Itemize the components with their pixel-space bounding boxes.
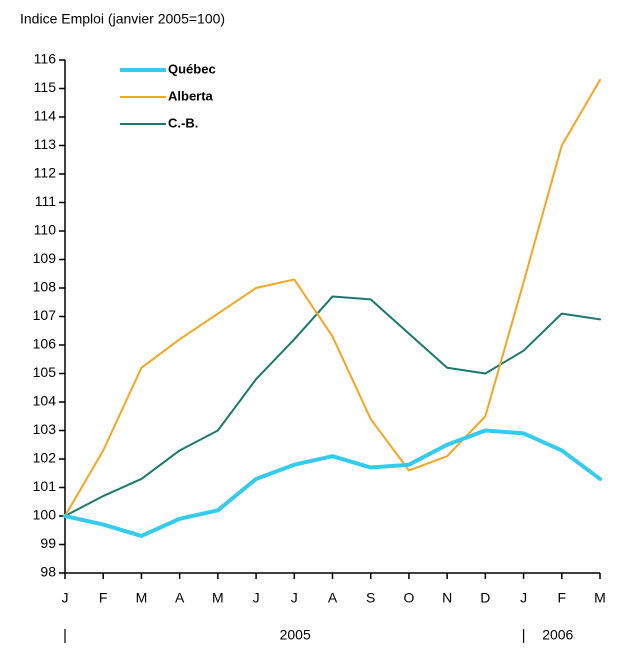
y-tick-label: 114 bbox=[34, 108, 57, 124]
series-line bbox=[64, 295, 601, 517]
legend-label: Québec bbox=[168, 61, 216, 76]
x-tick-label: O bbox=[403, 590, 414, 606]
x-tick-label: J bbox=[253, 590, 260, 606]
y-tick-label: 116 bbox=[34, 51, 57, 67]
x-tick-label: M bbox=[136, 590, 148, 606]
y-tick-label: 106 bbox=[33, 336, 57, 352]
legend-label: C.-B. bbox=[168, 115, 198, 130]
year-label: 2006 bbox=[542, 627, 573, 643]
x-tick-label: N bbox=[442, 590, 452, 606]
y-tick-label: 111 bbox=[35, 193, 56, 209]
x-tick-label: J bbox=[291, 590, 298, 606]
y-tick-label: 112 bbox=[34, 165, 57, 181]
y-tick-label: 98 bbox=[40, 564, 56, 580]
y-tick-label: 100 bbox=[33, 507, 57, 523]
y-tick-label: 104 bbox=[33, 393, 57, 409]
y-tick-label: 108 bbox=[33, 279, 57, 295]
y-tick-label: 101 bbox=[33, 478, 57, 494]
x-tick-label: F bbox=[99, 590, 108, 606]
x-tick-label: A bbox=[328, 590, 338, 606]
x-tick-label: S bbox=[366, 590, 375, 606]
y-tick-label: 113 bbox=[34, 136, 57, 152]
legend-label: Alberta bbox=[168, 88, 214, 103]
x-tick-label: J bbox=[62, 590, 69, 606]
x-tick-label: M bbox=[212, 590, 224, 606]
y-tick-label: 102 bbox=[33, 450, 57, 466]
y-tick-label: 99 bbox=[40, 535, 56, 551]
y-tick-label: 107 bbox=[33, 307, 57, 323]
x-tick-label: D bbox=[480, 590, 490, 606]
year-label: 2005 bbox=[280, 627, 311, 643]
x-tick-label: F bbox=[558, 590, 567, 606]
series-line bbox=[64, 78, 601, 517]
x-tick-label: J bbox=[520, 590, 527, 606]
x-tick-label: A bbox=[175, 590, 185, 606]
chart-title: Indice Emploi (janvier 2005=100) bbox=[20, 11, 225, 27]
series-line bbox=[63, 428, 602, 538]
y-tick-label: 110 bbox=[34, 222, 57, 238]
y-tick-label: 109 bbox=[33, 250, 57, 266]
y-tick-label: 115 bbox=[34, 79, 57, 95]
x-tick-label: M bbox=[594, 590, 606, 606]
y-tick-label: 105 bbox=[33, 364, 57, 380]
y-tick-label: 103 bbox=[33, 421, 57, 437]
